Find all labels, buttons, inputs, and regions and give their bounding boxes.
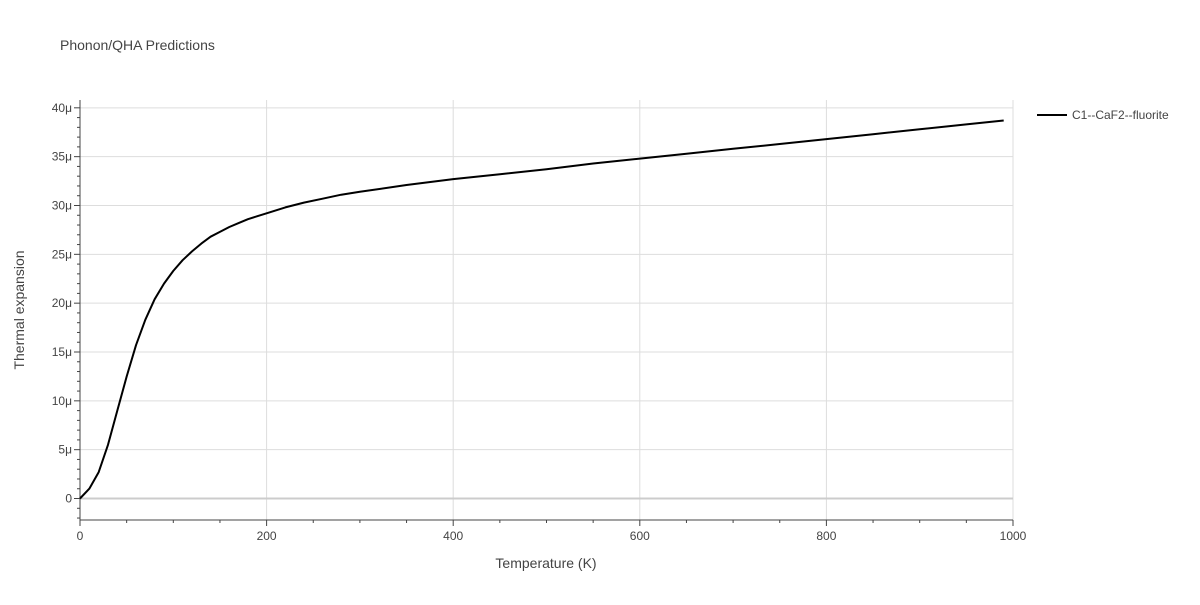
series-layer bbox=[79, 119, 1004, 500]
y-tick-label-1: 5μ bbox=[58, 443, 72, 457]
x-tick-label-0: 0 bbox=[77, 529, 84, 543]
y-tick-label-7: 35μ bbox=[52, 150, 72, 164]
legend[interactable]: C1--CaF2--fluorite bbox=[1037, 108, 1169, 122]
axis-layer: 0 200 400 600 800 1000 0 5μ 10μ 15μ 20μ 25μ 30μ 35μ 40… bbox=[52, 100, 1027, 543]
y-tick-label-5: 25μ bbox=[52, 247, 72, 261]
grid-layer bbox=[80, 100, 1014, 520]
x-tick-label-1: 200 bbox=[257, 529, 277, 543]
y-tick-label-6: 30μ bbox=[52, 198, 72, 212]
y-axis-label: Thermal expansion bbox=[11, 250, 27, 369]
y-tick-label-2: 10μ bbox=[52, 394, 72, 408]
x-axis-label: Temperature (K) bbox=[495, 555, 596, 571]
chart-title: Phonon/QHA Predictions bbox=[60, 37, 215, 53]
y-tick-label-4: 20μ bbox=[52, 296, 72, 310]
x-tick-label-2: 400 bbox=[443, 529, 463, 543]
y-tick-label-3: 15μ bbox=[52, 345, 72, 359]
x-tick-label-5: 1000 bbox=[1000, 529, 1027, 543]
x-tick-label-4: 800 bbox=[816, 529, 836, 543]
x-tick-label-3: 600 bbox=[630, 529, 650, 543]
y-tick-label-8: 40μ bbox=[52, 101, 72, 115]
series-line-0 bbox=[79, 119, 1004, 500]
legend-label-series-0: C1--CaF2--fluorite bbox=[1072, 108, 1169, 122]
y-tick-label-0: 0 bbox=[65, 492, 72, 506]
